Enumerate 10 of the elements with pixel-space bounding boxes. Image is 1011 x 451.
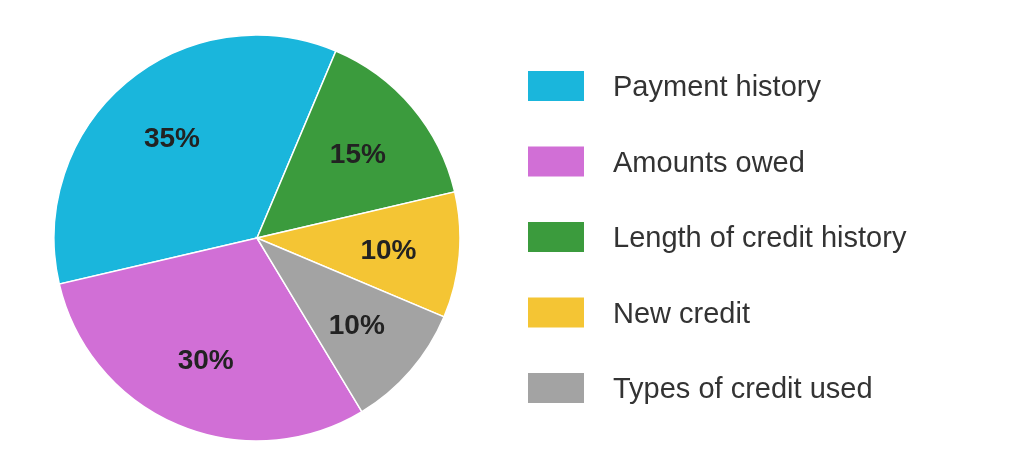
data-label: 30% xyxy=(177,344,234,376)
data-label: 10% xyxy=(360,234,417,265)
legend-label: Payment history xyxy=(613,70,822,103)
data-label: 15% xyxy=(329,137,386,169)
legend-label: Types of credit used xyxy=(613,372,873,405)
legend-label: New credit xyxy=(613,296,750,329)
legend-label: Length of credit history xyxy=(613,221,907,254)
legend-label: Amounts owed xyxy=(613,145,805,178)
data-label: 10% xyxy=(328,309,385,341)
data-label: 35% xyxy=(143,121,201,153)
